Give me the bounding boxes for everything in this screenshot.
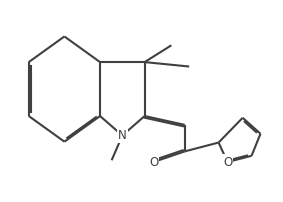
Text: O: O <box>149 156 158 168</box>
Text: N: N <box>118 129 127 142</box>
Text: O: O <box>223 156 232 168</box>
